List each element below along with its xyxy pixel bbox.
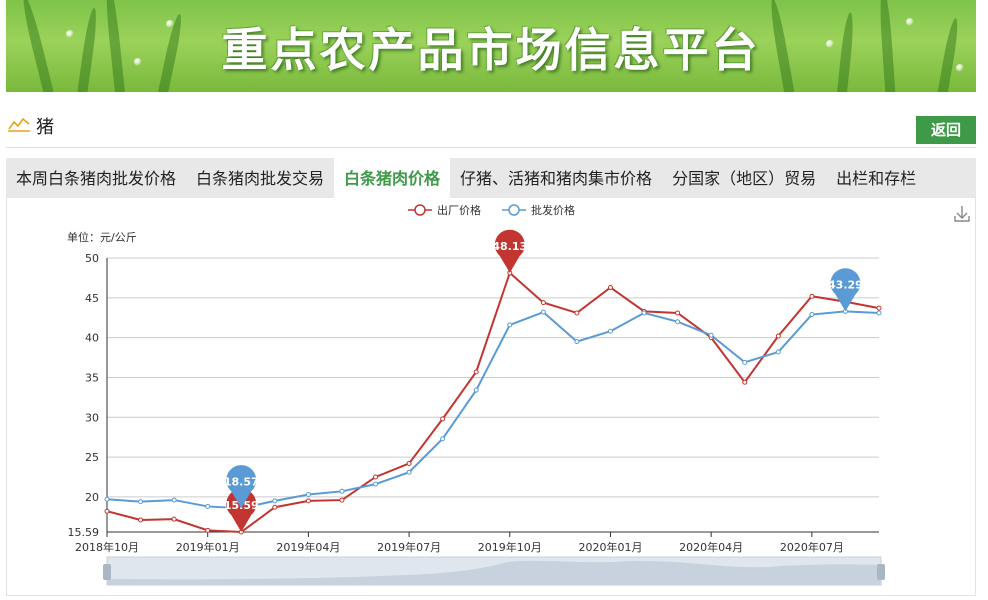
x-tick-label: 2018年10月 (75, 540, 139, 554)
section-title: 猪 (36, 117, 54, 138)
data-point[interactable] (809, 293, 815, 299)
data-point[interactable] (607, 328, 613, 334)
tab-slaughter-stock[interactable]: 出栏和存栏 (836, 169, 917, 188)
banner-title: 重点农产品市场信息平台 (221, 23, 761, 77)
data-point[interactable] (775, 349, 781, 355)
data-point[interactable] (775, 333, 781, 339)
y-axis-unit: 单位：元/公斤 (67, 230, 137, 244)
data-point[interactable] (138, 517, 144, 523)
data-point[interactable] (507, 322, 513, 328)
data-point[interactable] (373, 474, 379, 480)
data-point[interactable] (473, 387, 479, 393)
price-line-chart: 出厂价格 批发价格 单位：元/公斤 15.59 20 25 30 35 40 45 50 201… (67, 203, 970, 586)
x-tick-label: 2019年10月 (478, 540, 542, 554)
data-point[interactable] (641, 310, 647, 316)
y-tick-label: 25 (85, 451, 99, 464)
data-point[interactable] (339, 497, 345, 503)
data-point[interactable] (742, 379, 748, 385)
grid (106, 257, 879, 533)
data-point[interactable] (540, 300, 546, 306)
data-point[interactable] (876, 305, 882, 311)
data-point[interactable] (406, 460, 412, 466)
data-point[interactable] (272, 504, 278, 510)
y-tick-label: 20 (85, 491, 99, 504)
tab-wholesale-trade[interactable]: 白条猪肉批发交易 (196, 169, 325, 188)
y-tick-label: 30 (85, 411, 99, 424)
x-tick-label: 2019年07月 (377, 540, 441, 554)
data-point[interactable] (205, 503, 211, 509)
legend: 出厂价格 批发价格 (408, 203, 575, 217)
back-button[interactable]: 返回 (916, 116, 976, 144)
data-point[interactable] (540, 309, 546, 315)
x-tick-label: 2019年04月 (276, 540, 340, 554)
banner: 重点农产品市场信息平台 (6, 0, 976, 92)
marker-label: 48.13 (492, 240, 527, 253)
series-points (104, 270, 882, 535)
data-point[interactable] (574, 310, 580, 316)
value-marker[interactable]: 43.29 (828, 268, 863, 312)
data-point[interactable] (675, 319, 681, 325)
data-point[interactable] (440, 416, 446, 422)
section-header: 猪 返回 (6, 110, 976, 148)
x-tick-label: 2019年01月 (176, 540, 240, 554)
x-tick-label: 2020年01月 (578, 540, 642, 554)
data-point[interactable] (305, 498, 311, 504)
x-tick-label: 2020年04月 (679, 540, 743, 554)
data-point[interactable] (305, 491, 311, 497)
y-tick-label: 15.59 (68, 526, 100, 539)
data-point[interactable] (876, 310, 882, 316)
tab-country-trade[interactable]: 分国家（地区）贸易 (672, 169, 817, 188)
legend-item-factory[interactable]: 出厂价格 (408, 203, 481, 217)
data-point[interactable] (104, 508, 110, 514)
chart-panel: 出厂价格 批发价格 单位：元/公斤 15.59 20 25 30 35 40 45 50 201… (6, 198, 976, 596)
series-lines (106, 271, 880, 534)
data-point[interactable] (675, 310, 681, 316)
value-marker[interactable]: 48.13 (492, 229, 527, 273)
y-tick-label: 50 (85, 252, 99, 265)
zoom-handle-right[interactable] (877, 564, 885, 580)
tab-market-price[interactable]: 仔猪、活猪和猪肉集市价格 (460, 169, 653, 188)
tab-weekly-wholesale-price[interactable]: 本周白条猪肉批发价格 (16, 169, 177, 188)
download-icon[interactable] (954, 206, 970, 222)
data-point[interactable] (171, 497, 177, 503)
data-point[interactable] (171, 516, 177, 522)
axis-ticks: 15.59 20 25 30 35 40 45 50 2018年10月 2019年01月 2019年… (68, 252, 844, 554)
data-point[interactable] (473, 369, 479, 375)
x-tick-label: 2020年07月 (780, 540, 844, 554)
value-marker[interactable]: 18.57 (224, 465, 259, 509)
data-point[interactable] (440, 436, 446, 442)
data-point[interactable] (104, 496, 110, 502)
tab-bar: 本周白条猪肉批发价格 白条猪肉批发交易 白条猪肉价格 仔猪、活猪和猪肉集市价格 … (6, 158, 976, 198)
legend-item-wholesale[interactable]: 批发价格 (502, 203, 575, 217)
legend-label-wholesale: 批发价格 (531, 203, 575, 217)
data-point[interactable] (205, 527, 211, 533)
legend-label-factory: 出厂价格 (437, 203, 481, 217)
data-point[interactable] (708, 332, 714, 338)
data-point[interactable] (339, 488, 345, 494)
data-point[interactable] (607, 284, 613, 290)
data-point[interactable] (574, 339, 580, 345)
marker-label: 18.57 (224, 475, 259, 488)
y-tick-label: 35 (85, 371, 99, 384)
y-tick-label: 45 (85, 292, 99, 305)
zoom-handle-left[interactable] (103, 564, 111, 580)
series-line (106, 271, 880, 534)
y-tick-label: 40 (85, 332, 99, 345)
marker-label: 43.29 (828, 278, 863, 291)
data-point[interactable] (272, 498, 278, 504)
data-point[interactable] (809, 312, 815, 318)
line-chart-icon (8, 117, 30, 132)
data-point[interactable] (742, 359, 748, 365)
data-zoom-slider[interactable] (103, 556, 885, 586)
data-point[interactable] (373, 481, 379, 487)
data-point[interactable] (406, 469, 412, 475)
data-point[interactable] (138, 499, 144, 505)
tab-pork-price[interactable]: 白条猪肉价格 (334, 158, 451, 198)
series-line (106, 310, 880, 510)
